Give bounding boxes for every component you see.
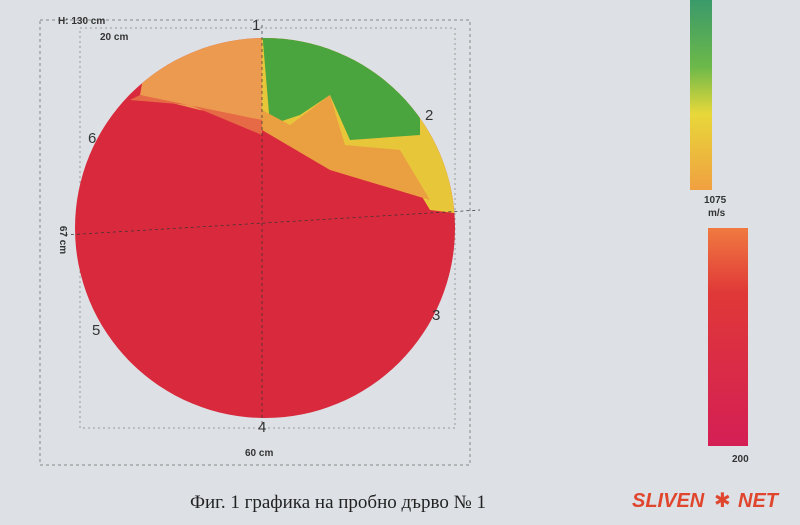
point-label: 2 [425, 107, 433, 124]
color-scale-top [690, 0, 712, 190]
tomogram [75, 38, 455, 418]
caption: Фиг. 1 графика на пробно дърво № 1 [190, 492, 486, 513]
width-label: 60 cm [245, 448, 273, 459]
height-label: H: 130 cm [58, 16, 105, 27]
scale-unit: m/s [708, 208, 726, 219]
point-label: 6 [88, 130, 96, 147]
watermark-right: NET [738, 490, 780, 512]
point-label: 5 [92, 322, 100, 339]
point-label: 3 [432, 307, 440, 324]
scale-top-label: 1075 [704, 195, 727, 206]
watermark-left: SLIVEN [632, 490, 705, 512]
scale-bottom-label: 200 [732, 454, 749, 465]
scale-label: 20 cm [100, 32, 128, 43]
point-label: 1 [252, 17, 260, 34]
point-label: 4 [258, 419, 266, 436]
watermark-icon: ✱ [714, 490, 731, 512]
color-scale-bottom [708, 228, 748, 446]
diameter-label: 67 cm [57, 226, 68, 254]
